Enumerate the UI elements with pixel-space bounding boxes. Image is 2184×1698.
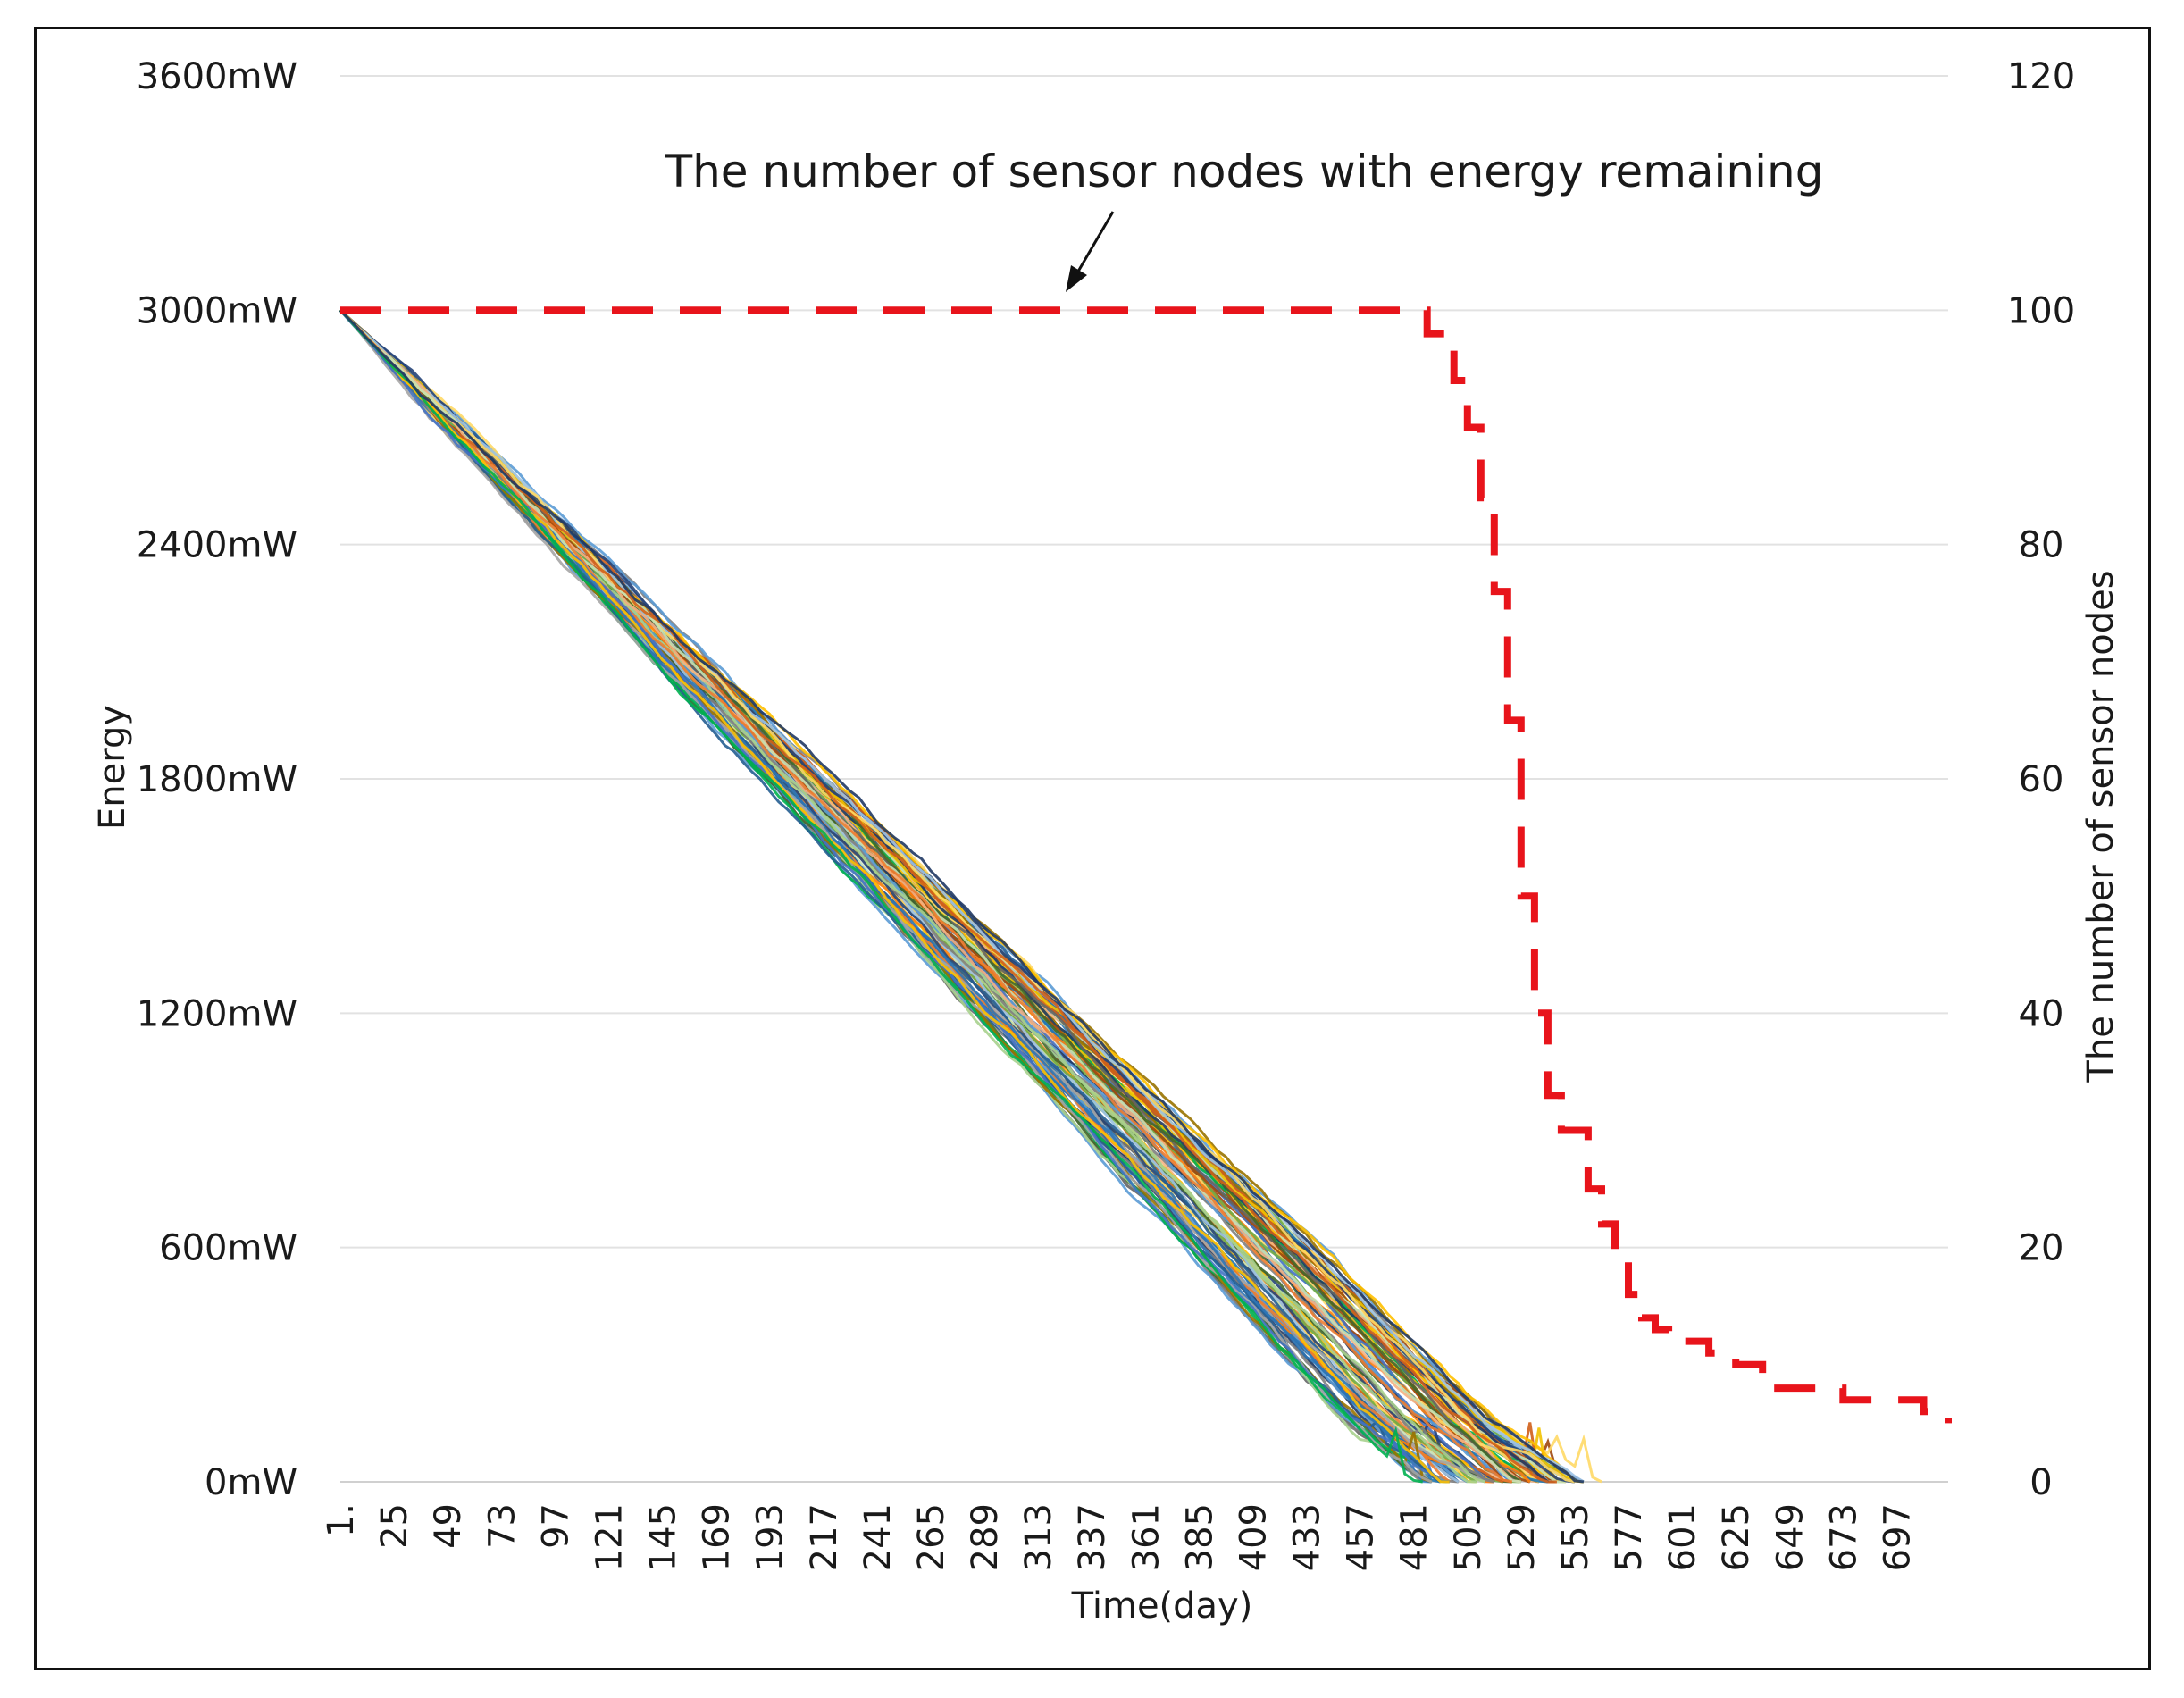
x-tick-label: 337 [1072,1503,1113,1571]
y-tick-label: 3600mW [137,56,297,97]
chart-frame: 0mW 600mW 1200mW 1800mW 2400mW 3000mW 3600mW 0 2… [34,27,2151,1670]
energy-series-line [339,309,1423,1484]
chart-annotation: The number of sensor nodes with energy r… [665,146,1824,197]
x-tick-label: 385 [1179,1503,1220,1571]
y-tick-label: 1800mW [137,759,297,800]
energy-series-line [339,309,1585,1484]
x-tick-label: 97 [535,1503,576,1549]
y2-axis-title: The number of sensor nodes [2080,570,2121,1083]
sensor-count-line [340,306,1952,1424]
y2-tick-label: 0 [2029,1462,2052,1503]
x-tick-label: 673 [1823,1503,1864,1571]
x-tick-label: 505 [1448,1503,1489,1571]
y-tick-label: 600mW [159,1228,297,1269]
x-tick-label: 217 [804,1503,845,1571]
x-tick-label: 1. [321,1503,362,1537]
x-tick-label: 529 [1502,1503,1543,1571]
y-tick-label: 0mW [205,1462,297,1503]
x-tick-label: 265 [911,1503,952,1571]
x-tick-label: 121 [589,1503,630,1571]
annotation-arrowhead [1066,265,1087,292]
y-tick-label: 3000mW [137,290,297,331]
x-tick-label: 193 [750,1503,791,1571]
y2-tick-label: 20 [2019,1228,2064,1269]
energy-series-line [339,309,1513,1484]
axes: 0mW 600mW 1200mW 1800mW 2400mW 3000mW 3600mW 0 2… [137,56,2075,1571]
annotation-arrow [1066,211,1115,292]
y2-tick-label: 60 [2019,759,2064,800]
x-tick-label: 241 [858,1503,899,1571]
x-tick-label: 625 [1716,1503,1757,1571]
energy-series-line [339,309,1442,1484]
x-tick-label: 553 [1555,1503,1596,1571]
gridlines [340,75,1948,1483]
x-tick-label: 409 [1233,1503,1274,1571]
y-tick-label: 1200mW [137,993,297,1034]
x-tick-label: 649 [1770,1503,1811,1571]
y2-tick-label: 40 [2019,993,2064,1034]
x-tick-label: 577 [1609,1503,1650,1571]
energy-series-line [339,309,1585,1484]
y2-tick-label: 100 [2007,290,2075,331]
x-tick-label: 145 [643,1503,684,1571]
x-axis-title: Time(day) [1071,1585,1253,1627]
sensor-count-series-group [340,306,1952,1424]
x-tick-label: 457 [1341,1503,1382,1571]
energy-series-group [339,309,1602,1484]
x-tick-label: 481 [1394,1503,1435,1571]
x-tick-label: 73 [481,1503,523,1549]
x-tick-label: 697 [1877,1503,1918,1571]
chart-canvas: 0mW 600mW 1200mW 1800mW 2400mW 3000mW 3600mW 0 2… [92,56,2121,1627]
x-tick-label: 433 [1287,1503,1328,1571]
x-tick-label: 361 [1125,1503,1167,1571]
annotation-arrow-line [1074,211,1115,277]
y2-tick-label: 120 [2007,56,2075,97]
x-tick-label: 289 [965,1503,1006,1571]
x-tick-label: 601 [1662,1503,1703,1571]
x-tick-label: 169 [697,1503,738,1571]
x-tick-label: 313 [1018,1503,1059,1571]
energy-series-line [339,309,1549,1484]
x-tick-label: 25 [374,1503,415,1549]
y-axis-title: Energy [92,705,133,830]
y2-tick-label: 80 [2019,525,2064,566]
y-tick-label: 2400mW [137,525,297,566]
x-tick-label: 49 [428,1503,469,1549]
